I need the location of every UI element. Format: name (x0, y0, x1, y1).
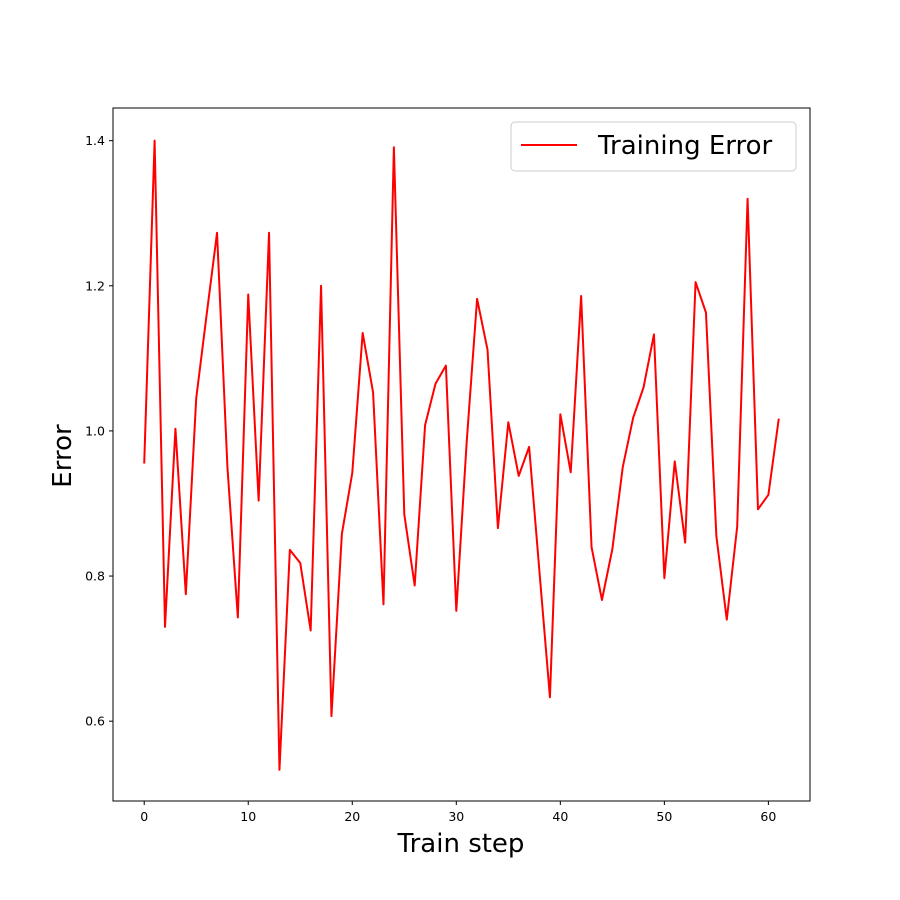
y-axis: 0.6 0.8 1.0 1.2 1.4 (85, 133, 113, 729)
y-tick-label: 0.6 (85, 714, 105, 729)
x-tick-label: 10 (240, 809, 256, 824)
x-tick-label: 0 (140, 809, 148, 824)
y-tick-label: 1.4 (85, 133, 105, 148)
x-axis: 0 10 20 30 40 50 60 (140, 801, 776, 824)
x-tick-label: 30 (448, 809, 464, 824)
y-tick-label: 1.0 (85, 423, 105, 438)
legend-box (510, 121, 797, 172)
y-axis-title: Error (48, 424, 78, 488)
x-tick-label: 20 (344, 809, 360, 824)
x-tick-label: 50 (656, 809, 672, 824)
y-tick-label: 1.2 (85, 278, 105, 293)
y-tick-label: 0.8 (85, 569, 105, 584)
x-tick-label: 60 (760, 809, 776, 824)
series-layer (143, 139, 780, 771)
x-tick-label: 40 (552, 809, 568, 824)
x-axis-title: Train step (397, 829, 525, 859)
plot-area (113, 108, 810, 801)
series-line-training-error (143, 139, 780, 771)
legend: Training Error (510, 121, 797, 172)
legend-label-training-error: Training Error (597, 131, 773, 161)
plot-frame (112, 107, 811, 802)
